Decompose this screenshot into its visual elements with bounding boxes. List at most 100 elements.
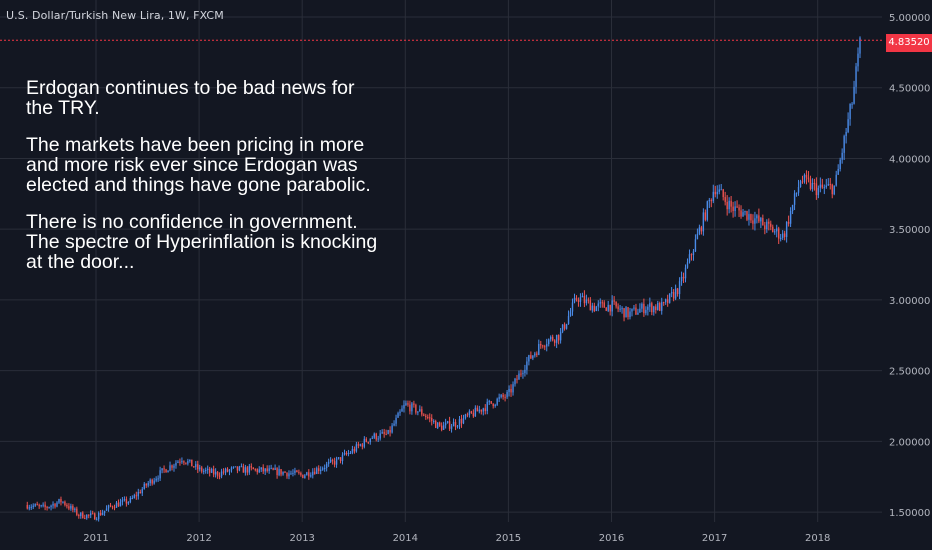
candle-body — [210, 469, 213, 473]
candle-body — [373, 433, 375, 438]
candle-body — [827, 184, 829, 186]
candle-body — [716, 191, 718, 195]
candle-body — [151, 479, 153, 484]
candle-body — [321, 468, 324, 470]
candle-body — [843, 136, 845, 153]
candle-body — [815, 183, 818, 196]
candle-body — [365, 438, 368, 442]
candle-body — [32, 505, 34, 507]
candle-body — [401, 408, 403, 412]
candle-body — [633, 307, 635, 309]
candle-body — [706, 201, 709, 220]
candle-body — [405, 403, 407, 405]
candle-body — [524, 369, 526, 374]
candle-body — [714, 191, 716, 195]
candle-body — [421, 409, 423, 415]
candle-body — [710, 199, 712, 202]
candle-body — [30, 506, 32, 508]
candle-body — [694, 239, 697, 252]
candle-body — [347, 453, 350, 455]
y-tick-label: 2.50000 — [889, 367, 930, 378]
candle-body — [799, 181, 802, 188]
candle-body — [831, 184, 833, 195]
candle-body — [240, 466, 243, 468]
candle-body — [851, 103, 853, 105]
candle-body — [88, 514, 90, 516]
candle-body — [468, 411, 471, 416]
candle-body — [635, 307, 637, 315]
candle-body — [84, 518, 86, 520]
candle-body — [482, 408, 484, 412]
candle-body — [801, 181, 804, 183]
candle-body — [80, 512, 82, 517]
candle-body — [768, 221, 770, 224]
candle-body — [756, 215, 758, 219]
candle-body — [486, 401, 488, 412]
candle-body — [454, 421, 457, 427]
candle-body — [161, 468, 163, 471]
candle-body — [78, 514, 80, 517]
candle-body — [817, 187, 820, 196]
candle-body — [488, 401, 490, 403]
candle-body — [672, 292, 675, 299]
candle-body — [159, 470, 161, 479]
candle-body — [712, 191, 714, 202]
candle-body — [787, 221, 790, 224]
candle-body — [754, 218, 756, 224]
candle-body — [50, 505, 52, 508]
candle-body — [704, 212, 707, 220]
candle-body — [189, 459, 191, 462]
candle-body — [290, 473, 292, 475]
candle-body — [415, 404, 417, 413]
candle-body — [149, 479, 151, 484]
candle-body — [724, 197, 726, 202]
candle-body — [238, 466, 241, 471]
candle-body — [224, 468, 227, 473]
grid — [0, 0, 882, 522]
candle-body — [26, 505, 28, 509]
candle-body — [500, 394, 502, 398]
candle-body — [571, 302, 574, 312]
chart-title: U.S. Dollar/Turkish New Lira, 1W, FXCM — [6, 9, 224, 22]
candle-body — [805, 174, 808, 178]
candle-body — [280, 469, 282, 475]
candle-body — [619, 308, 621, 310]
candle-body — [565, 323, 568, 329]
candle-body — [335, 458, 338, 465]
candle-body — [708, 199, 711, 202]
candle-body — [54, 503, 56, 507]
candle-body — [783, 233, 786, 237]
candle-body — [254, 469, 256, 471]
candle-body — [601, 302, 603, 304]
candle-body — [113, 507, 116, 509]
candle-body — [203, 470, 205, 472]
candle-body — [532, 355, 534, 359]
candle-body — [411, 403, 413, 412]
candle-body — [748, 214, 750, 220]
candle-body — [591, 305, 594, 311]
candle-body — [772, 226, 774, 233]
candle-body — [666, 299, 669, 303]
candle-body — [101, 512, 104, 516]
candle-body — [504, 396, 506, 398]
candle-body — [264, 468, 266, 472]
x-tick-label: 2016 — [599, 533, 624, 544]
candle-body — [216, 471, 219, 476]
candle-body — [781, 233, 784, 238]
candle-body — [385, 433, 387, 435]
candle-body — [730, 200, 732, 207]
candle-body — [298, 472, 300, 474]
candle-body — [119, 501, 122, 507]
candle-body — [625, 307, 627, 318]
candle-body — [272, 468, 274, 470]
candle-body — [72, 505, 74, 510]
candle-body — [375, 433, 377, 440]
candle-body — [300, 473, 302, 475]
candle-body — [230, 467, 233, 470]
candle-body — [258, 469, 260, 473]
candle-body — [762, 217, 764, 226]
candle-body — [208, 468, 211, 473]
candle-body — [177, 461, 179, 463]
candle-body — [379, 433, 381, 439]
candle-body — [696, 233, 699, 240]
